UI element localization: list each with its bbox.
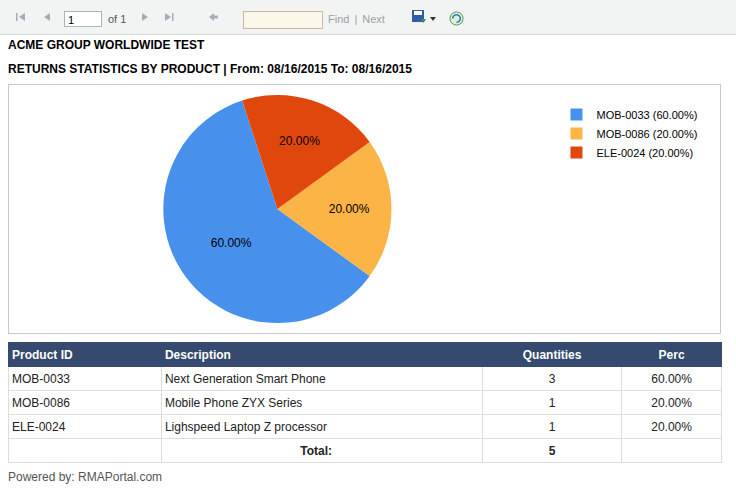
html-text:1: 1 xyxy=(548,419,556,434)
html-text:Product ID: Product ID xyxy=(12,347,73,362)
html-text:5: 5 xyxy=(548,443,556,458)
html-text:Description: Description xyxy=(164,347,231,362)
html-text:Total:: Total: xyxy=(300,443,333,458)
html-text:ACME GROUP WORLDWIDE TEST: ACME GROUP WORLDWIDE TEST xyxy=(8,38,205,52)
svg-text:20.00%: 20.00% xyxy=(329,202,370,216)
html-text:Perc: Perc xyxy=(658,347,685,362)
html-text:Find | Next: Find | Next xyxy=(328,13,385,25)
html-text:Mobile Phone ZYX Series: Mobile Phone ZYX Series xyxy=(164,395,303,410)
svg-text:20.00%: 20.00% xyxy=(279,134,320,148)
html-text:Lighspeed Laptop Z processor: Lighspeed Laptop Z processor xyxy=(164,419,327,434)
html-text:Quantities: Quantities xyxy=(522,347,582,362)
svg-text:60.00%: 60.00% xyxy=(211,236,252,250)
html-text:20.00%: 20.00% xyxy=(651,395,692,410)
html-text:Powered by: RMAPortal.com: Powered by: RMAPortal.com xyxy=(8,470,163,484)
html-text:of 1: of 1 xyxy=(108,13,127,25)
html-text:ELE-0024: ELE-0024 xyxy=(12,419,66,434)
html-text:1: 1 xyxy=(68,14,75,26)
html-text:20.00%: 20.00% xyxy=(651,419,692,434)
html-text:60.00%: 60.00% xyxy=(651,371,692,386)
html-text:MOB-0086: MOB-0086 xyxy=(12,395,70,410)
html-text:Next Generation Smart Phone: Next Generation Smart Phone xyxy=(164,371,326,386)
svg-text:ELE-0024 (20.00%): ELE-0024 (20.00%) xyxy=(596,147,693,159)
html-text:1: 1 xyxy=(548,395,556,410)
html-text:3: 3 xyxy=(548,371,556,386)
svg-text:MOB-0033 (60.00%): MOB-0033 (60.00%) xyxy=(596,109,697,121)
html-text:MOB-0033: MOB-0033 xyxy=(12,371,70,386)
svg-text:MOB-0086 (20.00%): MOB-0086 (20.00%) xyxy=(596,128,697,140)
html-text:RETURNS STATISTICS BY PRODUCT: RETURNS STATISTICS BY PRODUCT | From: 08… xyxy=(8,62,412,76)
